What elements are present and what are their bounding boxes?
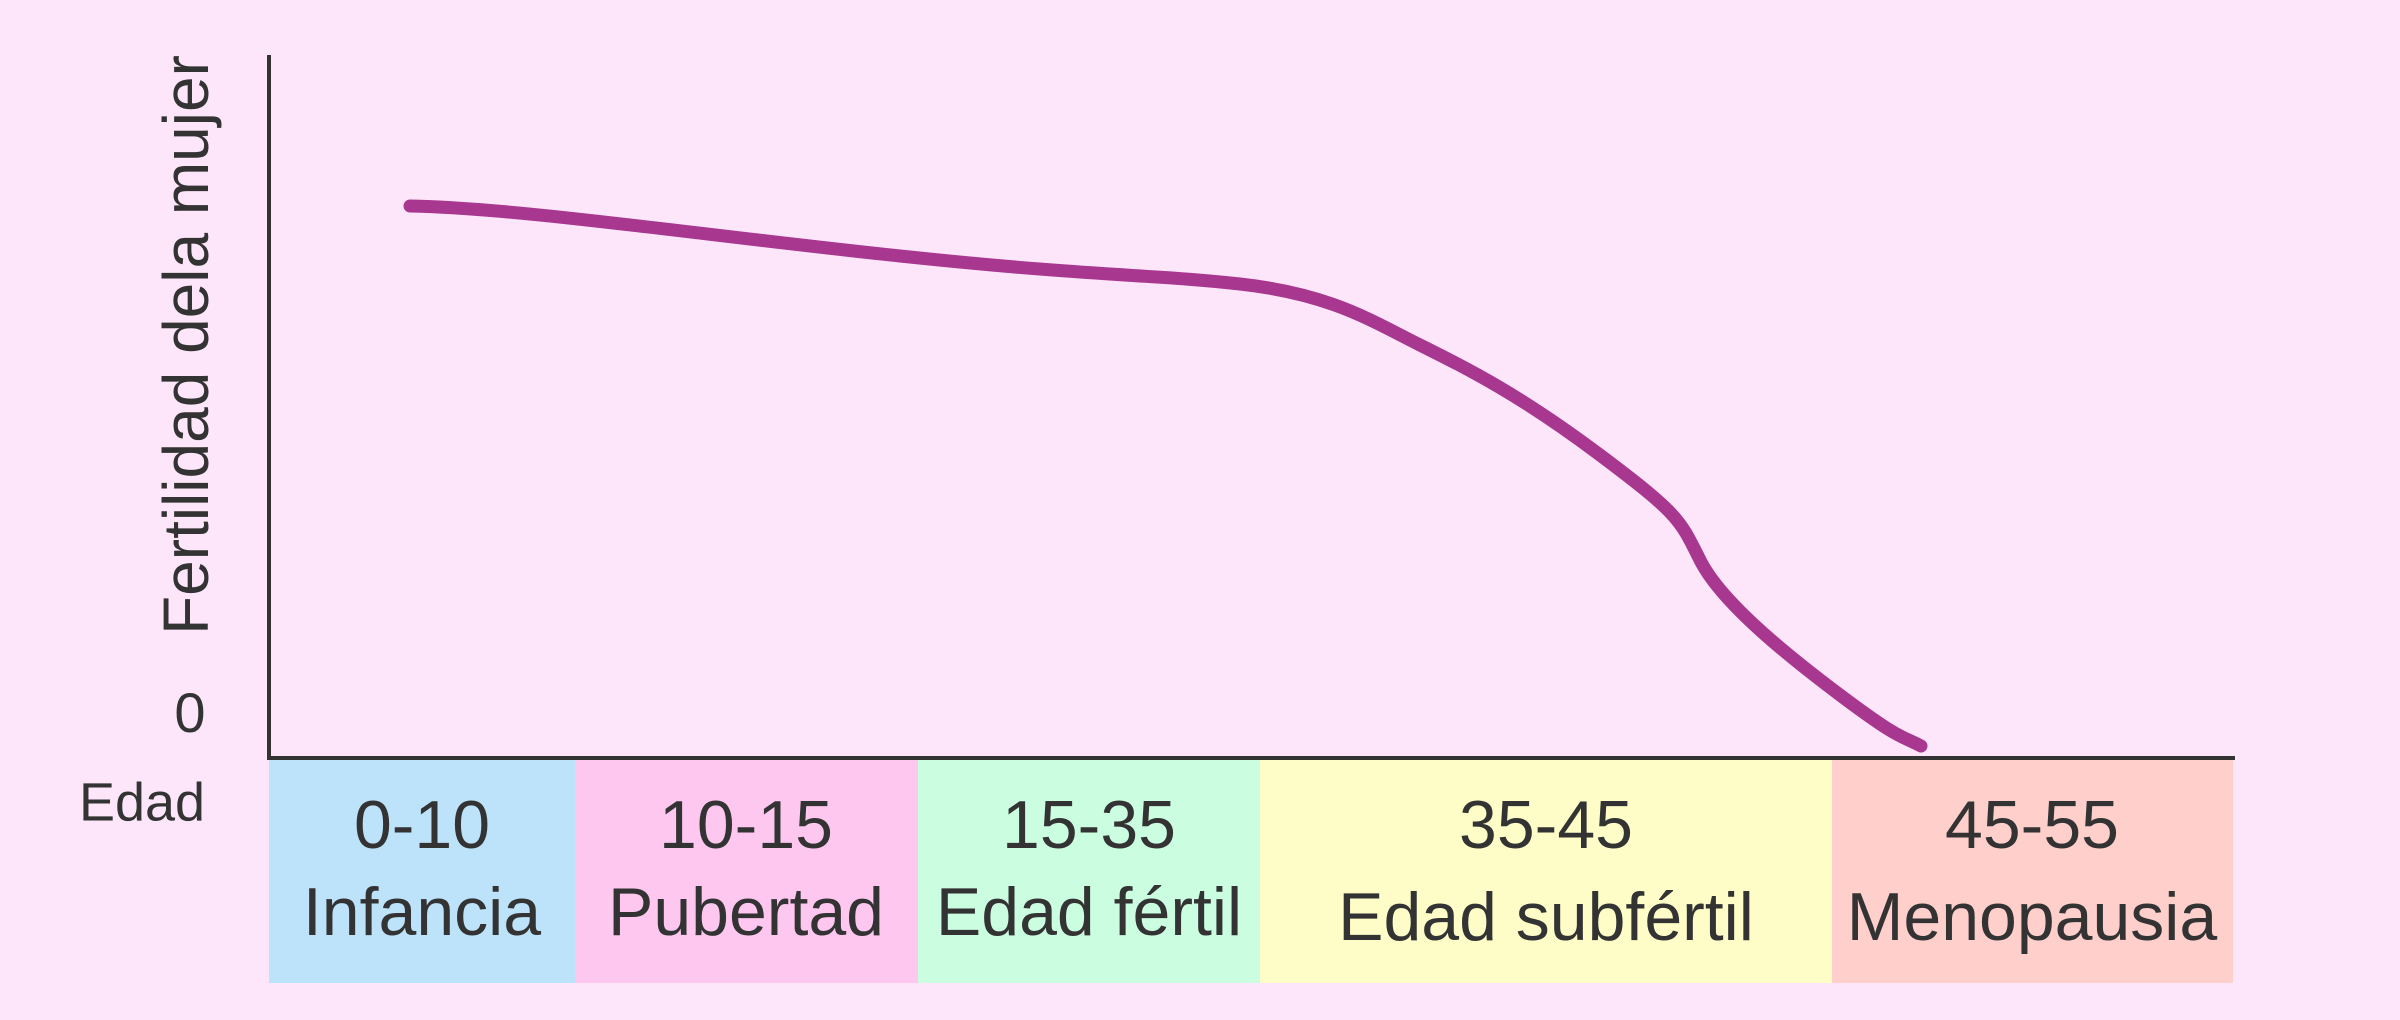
fertility-curve	[403, 199, 1928, 753]
stage-name: Edad fértil	[936, 874, 1242, 950]
stage-labels: 0-10 Infancia 10-15 Pubertad 15-35 Edad …	[303, 787, 2218, 955]
zero-label: 0	[174, 681, 205, 744]
stage-name: Pubertad	[608, 874, 884, 950]
band-subfertil	[1260, 760, 1832, 983]
stage-name: Edad subfértil	[1338, 879, 1754, 955]
band-menopausia	[1832, 760, 2233, 983]
stage-name: Menopausia	[1847, 879, 2218, 955]
band-infancia	[269, 760, 575, 983]
stage-range: 45-55	[1945, 787, 2119, 863]
band-fertil	[918, 760, 1260, 983]
stage-name: Infancia	[303, 874, 541, 950]
stage-range: 0-10	[354, 787, 490, 863]
stage-bands	[269, 760, 2233, 983]
y-axis-label: Fertilidad dela mujer	[150, 55, 222, 635]
stage-range: 10-15	[659, 787, 833, 863]
x-axis-label: Edad	[79, 772, 205, 832]
stage-range: 15-35	[1002, 787, 1176, 863]
stage-range: 35-45	[1459, 787, 1633, 863]
band-pubertad	[575, 760, 918, 983]
